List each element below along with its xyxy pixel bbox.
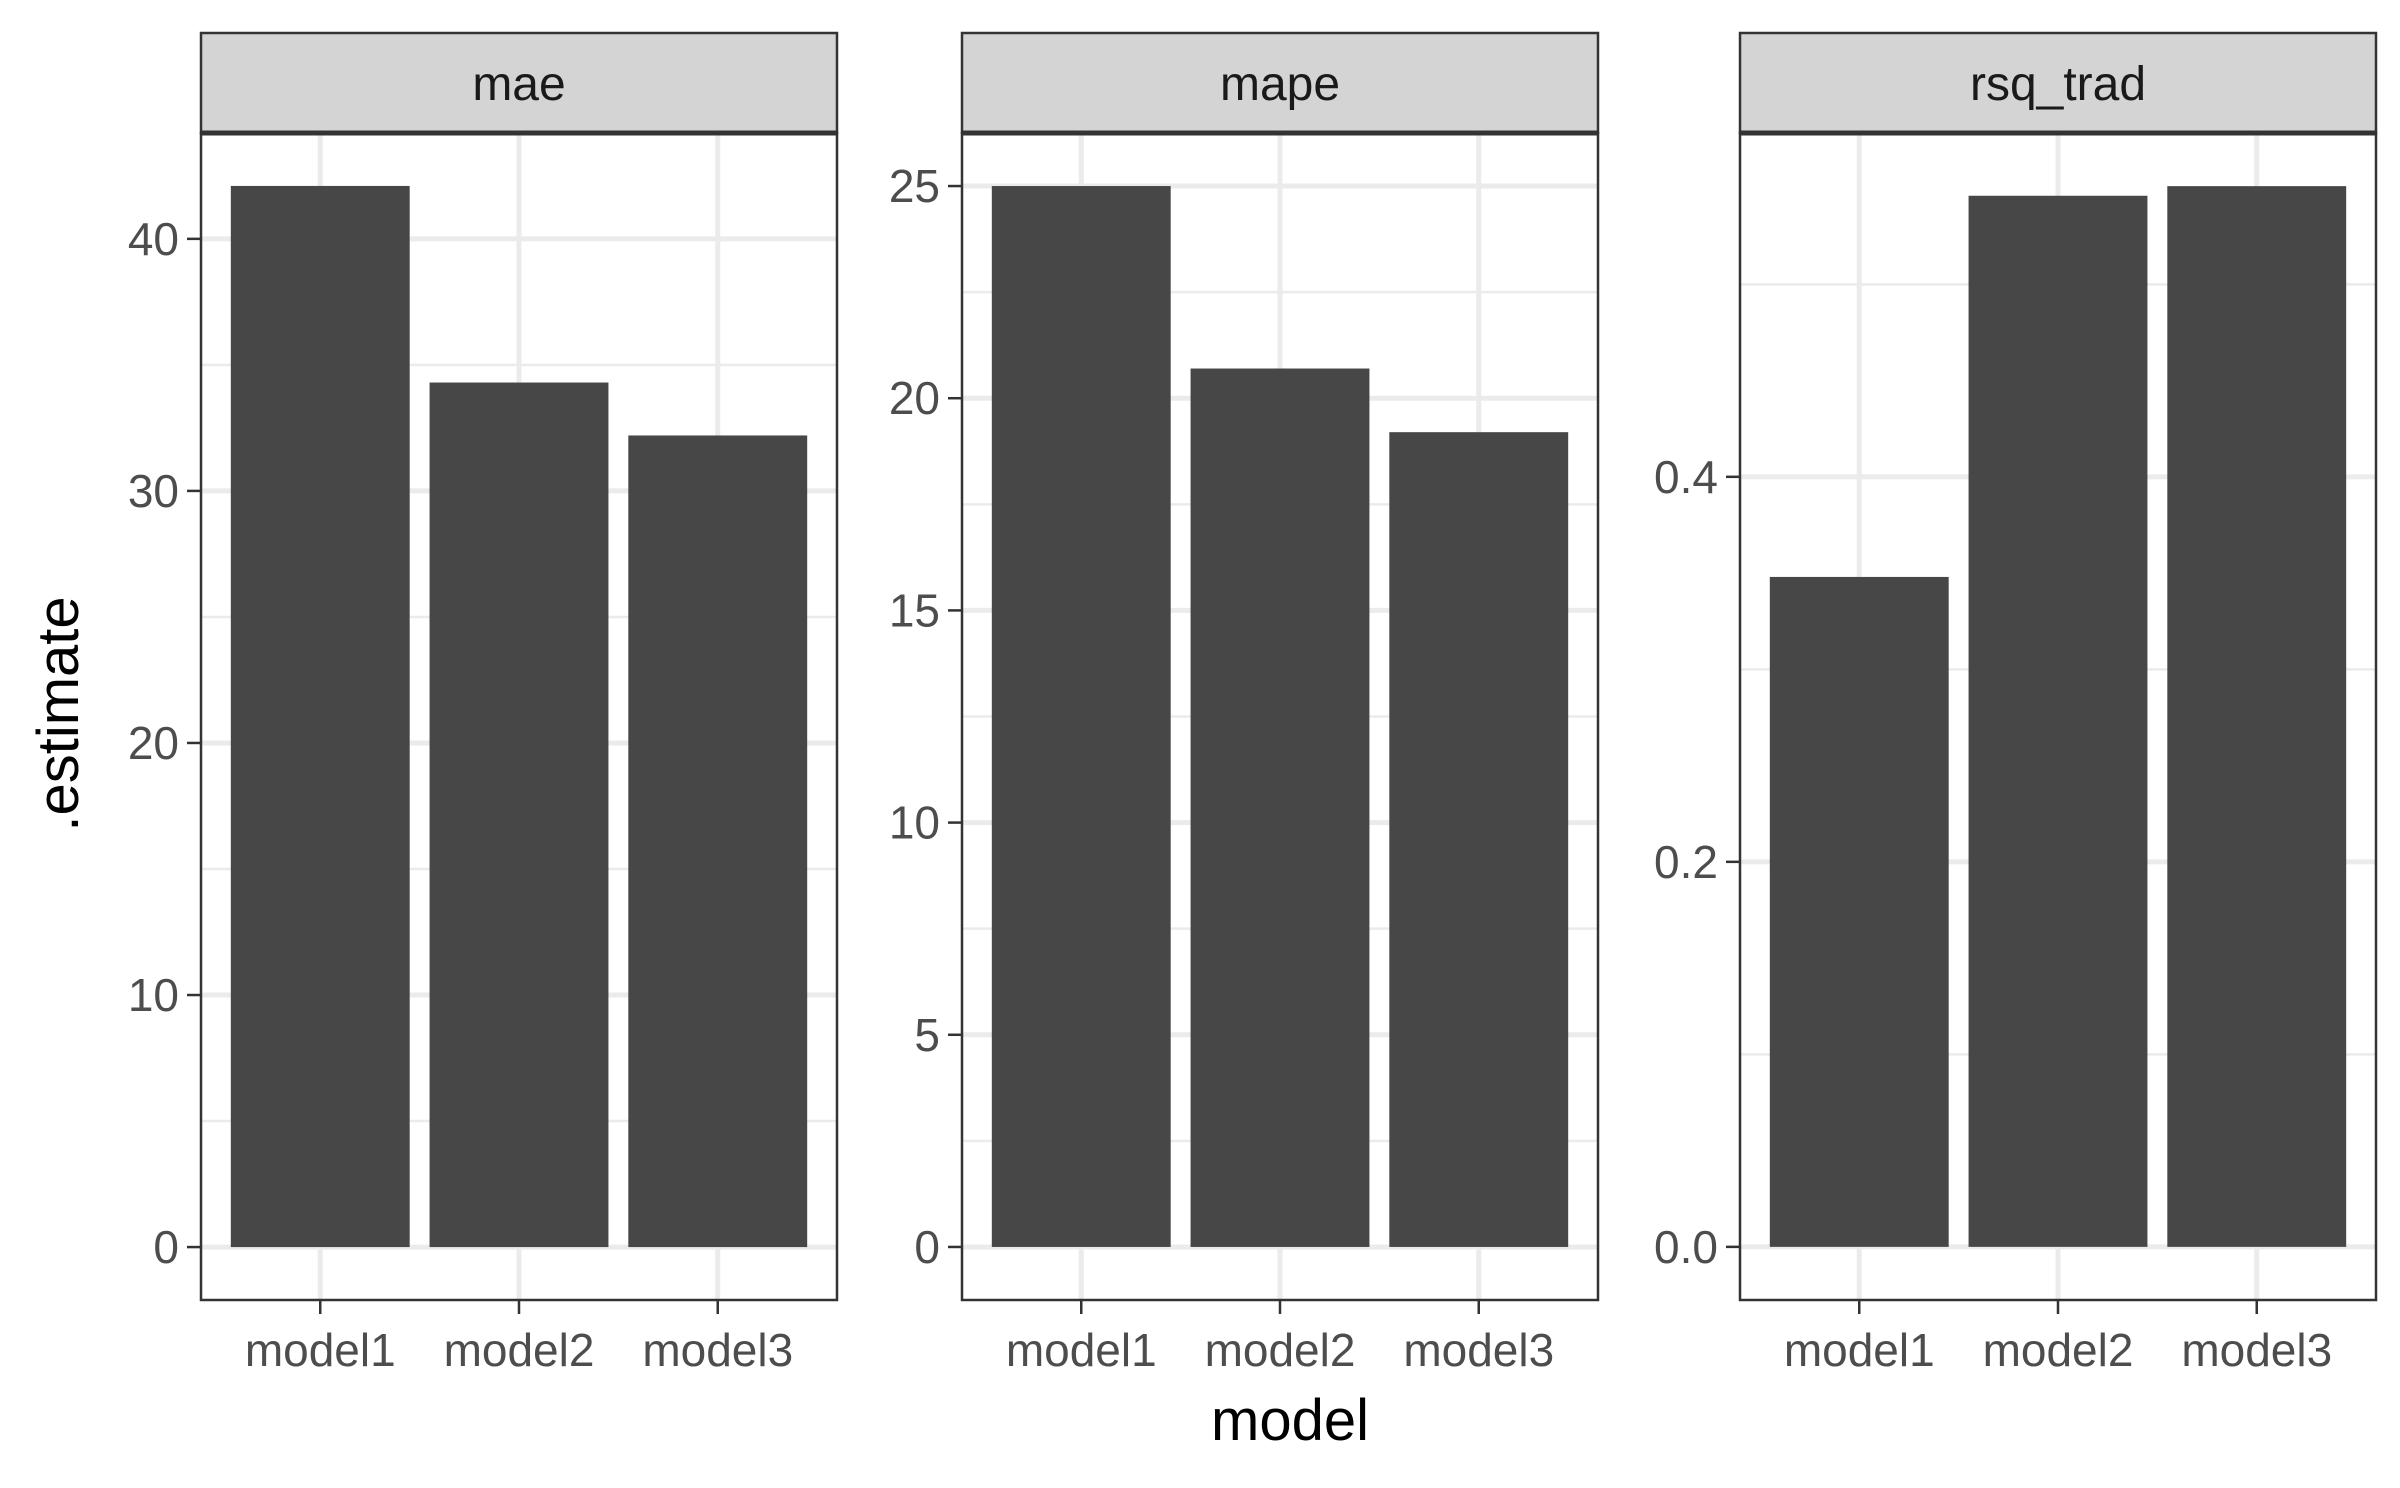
x-tick-label: model3: [1403, 1324, 1554, 1376]
x-tick-label: model1: [1784, 1324, 1935, 1376]
y-tick-label: 0: [153, 1221, 179, 1273]
facet-strip: [960, 31, 1600, 135]
bar-mae-model2: [429, 382, 609, 1248]
x-tick-label: model1: [1006, 1324, 1157, 1376]
x-tick-label: model2: [1205, 1324, 1356, 1376]
facet-strip-label: mae: [472, 58, 565, 111]
y-tick-label: 0: [914, 1221, 940, 1273]
bar-mae-model1: [230, 185, 410, 1248]
bar-mape-model2: [1190, 368, 1370, 1247]
y-tick-label: 0.0: [1654, 1221, 1718, 1273]
bar-rsq_trad-model3: [2167, 186, 2347, 1247]
y-tick-label: 0.4: [1654, 451, 1718, 503]
bar-mae-model3: [628, 435, 808, 1248]
x-tick-label: model2: [1983, 1324, 2134, 1376]
x-tick-label: model3: [642, 1324, 793, 1376]
facet-strip: [199, 31, 839, 135]
bar-mape-model1: [991, 186, 1171, 1247]
y-tick-label: 15: [889, 584, 940, 636]
x-tick-label: model1: [245, 1324, 396, 1376]
x-tick-label: model2: [444, 1324, 595, 1376]
y-tick-label: 25: [889, 160, 940, 212]
facet-strip-label: rsq_trad: [1970, 58, 2146, 111]
facet-strip-label: mape: [1220, 58, 1340, 111]
bar-mape-model3: [1389, 432, 1569, 1247]
y-tick-label: 5: [914, 1009, 940, 1061]
facet-panel-mae: mae 0 10 20 30 40 model1 model2 model3: [128, 31, 839, 1376]
y-tick-label: 0.2: [1654, 836, 1718, 888]
bar-rsq_trad-model2: [1968, 195, 2148, 1247]
facet-panel-mape: mape 0 5 10 15 20 25 model1 model2 model3: [889, 31, 1600, 1376]
y-tick-label: 10: [889, 797, 940, 849]
y-axis-title: .estimate: [26, 596, 91, 831]
y-tick-label: 20: [128, 717, 179, 769]
facet-panel-rsq_trad: rsq_trad 0.0 0.2 0.4 model1 model2 model3: [1654, 31, 2378, 1376]
bar-rsq_trad-model1: [1769, 576, 1949, 1247]
y-tick-label: 10: [128, 969, 179, 1021]
x-tick-label: model3: [2181, 1324, 2332, 1376]
y-tick-label: 40: [128, 213, 179, 265]
y-tick-label: 30: [128, 465, 179, 517]
facet-strip: [1738, 31, 2378, 135]
y-tick-label: 20: [889, 372, 940, 424]
x-axis-title: model: [1211, 1388, 1369, 1453]
